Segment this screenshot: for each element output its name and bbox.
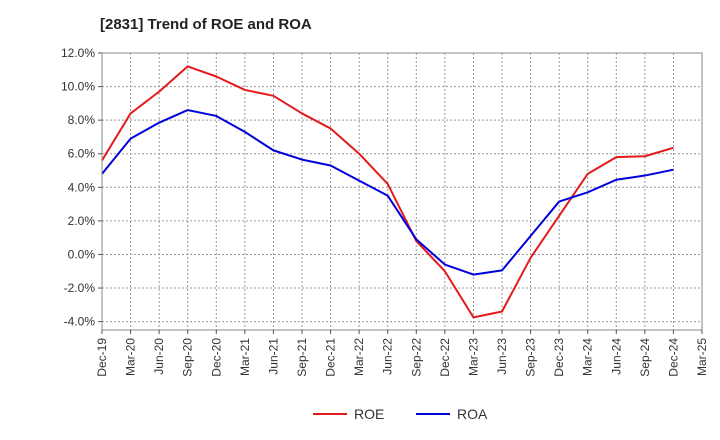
y-tick-label: 12.0% (61, 46, 95, 60)
x-tick-label: Mar-20 (124, 338, 138, 376)
legend-label-roa: ROA (457, 406, 488, 422)
y-axis: -4.0% -2.0% 0.0% 2.0% 4.0% 6.0% 8.0% 10.0% 12.0% (61, 46, 102, 329)
y-tick-label: 6.0% (68, 147, 96, 161)
x-tick-label: Jun-24 (609, 338, 623, 375)
x-tick-label: Dec-24 (666, 338, 680, 377)
y-tick-label: 4.0% (68, 180, 96, 194)
x-tick-label: Sep-24 (638, 338, 652, 377)
y-tick-label: 10.0% (61, 80, 95, 94)
x-tick-label: Dec-19 (95, 338, 109, 377)
y-tick-label: -2.0% (64, 281, 96, 295)
x-tick-label: Sep-22 (409, 338, 423, 377)
x-tick-label: Sep-21 (295, 338, 309, 377)
x-tick-label: Mar-25 (695, 338, 709, 376)
x-axis: Dec-19 Mar-20 Jun-20 Sep-20 Dec-20 Mar-21 Jun-… (95, 330, 709, 377)
x-tick-label: Dec-23 (552, 338, 566, 377)
y-tick-label: 0.0% (68, 247, 96, 261)
x-tick-label: Mar-24 (581, 338, 595, 376)
legend: ROE ROA (313, 406, 488, 422)
x-tick-label: Dec-21 (324, 338, 338, 377)
series-layer (101, 65, 674, 319)
x-tick-label: Jun-22 (381, 338, 395, 375)
y-tick-label: 8.0% (68, 113, 96, 127)
x-tick-label: Jun-23 (495, 338, 509, 375)
series-line-roe (101, 65, 674, 319)
x-tick-label: Jun-20 (152, 338, 166, 375)
x-tick-label: Mar-21 (238, 338, 252, 376)
series-line-roa (101, 109, 674, 276)
x-tick-label: Sep-23 (524, 338, 538, 377)
y-tick-label: 2.0% (68, 214, 96, 228)
x-tick-label: Jun-21 (266, 338, 280, 375)
x-tick-label: Mar-22 (352, 338, 366, 376)
legend-label-roe: ROE (354, 406, 384, 422)
y-tick-label: -4.0% (64, 315, 96, 329)
x-tick-label: Dec-20 (209, 338, 223, 377)
x-tick-label: Sep-20 (181, 338, 195, 377)
x-tick-label: Mar-23 (466, 338, 480, 376)
grid-layer (102, 53, 702, 330)
x-tick-label: Dec-22 (438, 338, 452, 377)
plot-frame (101, 52, 703, 331)
chart-title: [2831] Trend of ROE and ROA (100, 16, 312, 33)
